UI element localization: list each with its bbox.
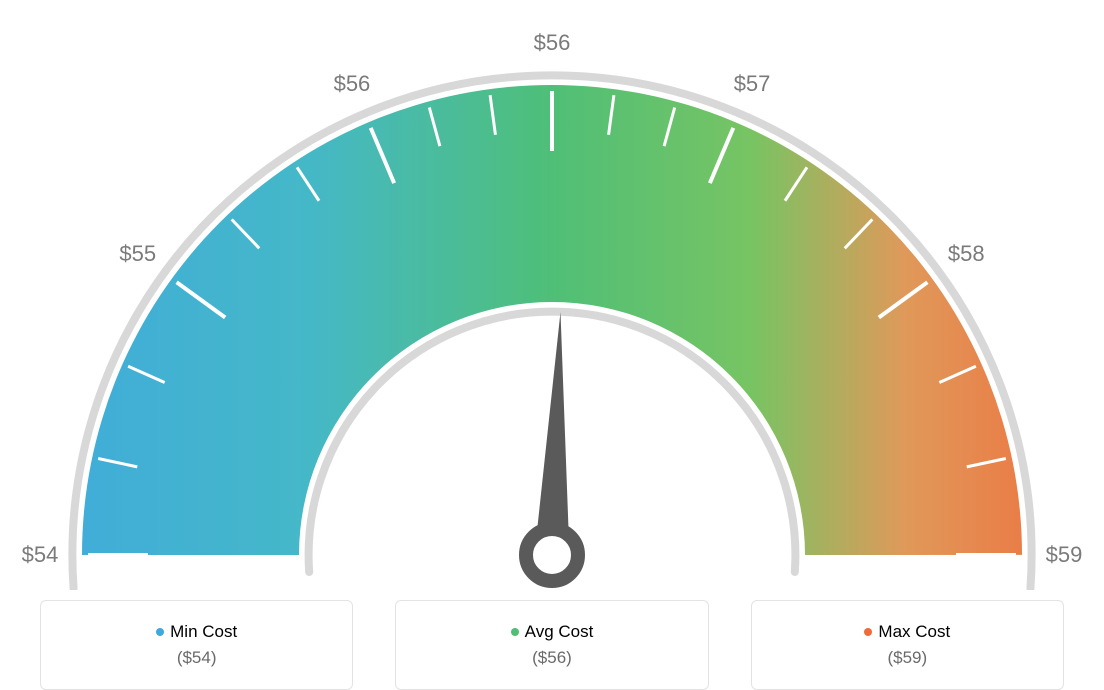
legend-dot-max: [864, 628, 872, 636]
legend-label-max: Max Cost: [878, 622, 950, 642]
legend-title-min: Min Cost: [156, 622, 237, 642]
gauge-tick-label: $54: [22, 542, 59, 568]
legend-label-avg: Avg Cost: [525, 622, 594, 642]
gauge-chart-container: $54 $55 $56 $56 $57 $58 $59 Min Cost ($54) Avg…: [0, 0, 1104, 690]
gauge-tick-label: $56: [534, 30, 571, 56]
legend-row: Min Cost ($54) Avg Cost ($56) Max Cost (…: [0, 600, 1104, 690]
gauge-tick-label: $59: [1046, 542, 1083, 568]
legend-dot-avg: [511, 628, 519, 636]
gauge: $54 $55 $56 $56 $57 $58 $59: [0, 0, 1104, 590]
legend-value-min: ($54): [177, 648, 217, 668]
gauge-tick-label: $57: [734, 71, 771, 97]
legend-dot-min: [156, 628, 164, 636]
legend-card-max: Max Cost ($59): [751, 600, 1064, 690]
legend-card-avg: Avg Cost ($56): [395, 600, 708, 690]
legend-title-max: Max Cost: [864, 622, 950, 642]
gauge-tick-label: $58: [948, 241, 985, 267]
gauge-tick-label: $55: [119, 241, 156, 267]
gauge-svg: [0, 0, 1104, 590]
legend-title-avg: Avg Cost: [511, 622, 594, 642]
legend-card-min: Min Cost ($54): [40, 600, 353, 690]
legend-value-avg: ($56): [532, 648, 572, 668]
legend-label-min: Min Cost: [170, 622, 237, 642]
gauge-tick-label: $56: [334, 71, 371, 97]
legend-value-max: ($59): [887, 648, 927, 668]
